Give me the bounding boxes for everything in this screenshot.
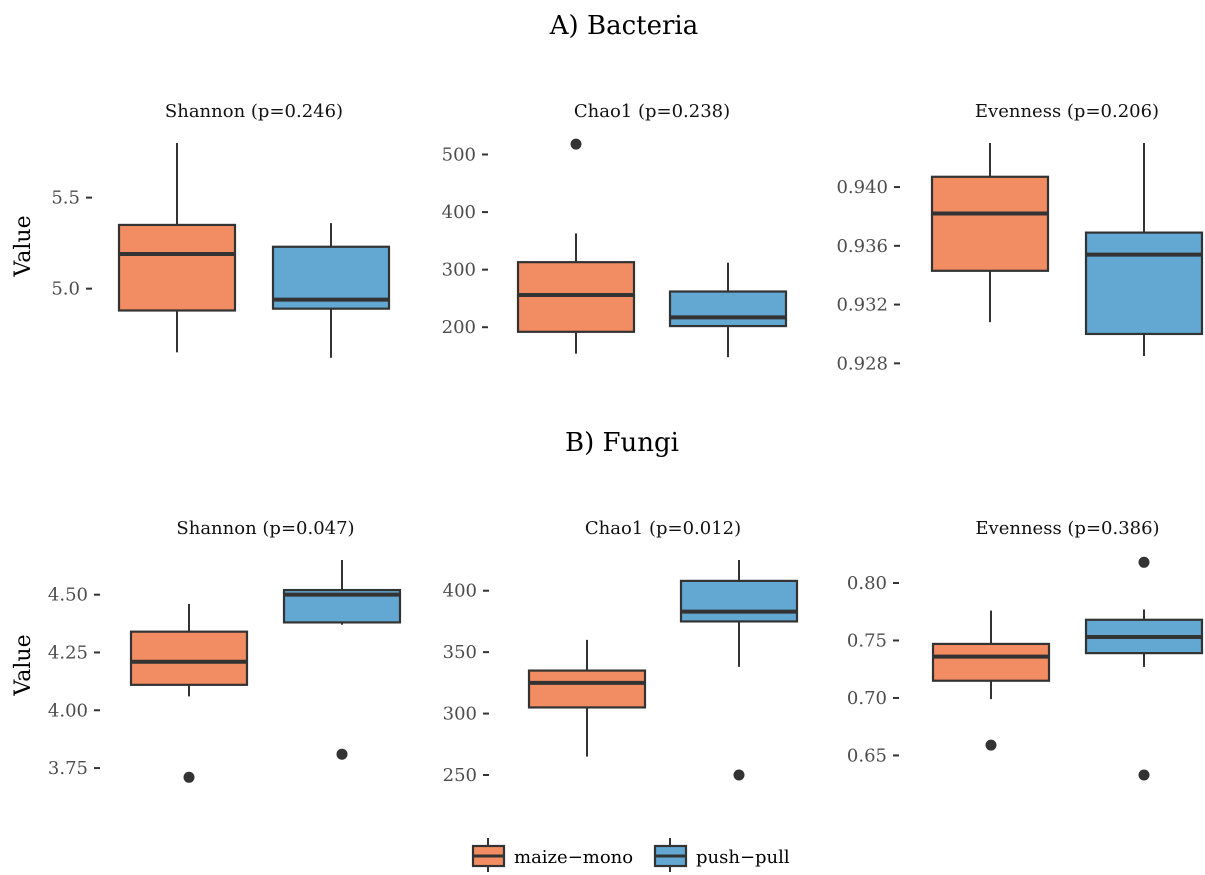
box-maize-mono (516, 138, 636, 354)
outlier-point (985, 739, 997, 751)
y-tick-label: 5.0 (51, 279, 80, 300)
panel-title: Chao1 (p=0.238) (574, 101, 730, 122)
box-push-pull (282, 560, 402, 760)
y-tick-label: 0.65 (847, 745, 887, 766)
box-iqr (931, 642, 1051, 682)
panel-0-1: Chao1 (p=0.238) 200 300 400 500 (442, 101, 788, 358)
box-maize-mono (931, 610, 1051, 751)
y-tick-label: 350 (443, 642, 477, 663)
y-tick-label: 300 (443, 704, 477, 725)
y-tick-label: 5.5 (51, 188, 80, 209)
panel-1-0: Shannon (p=0.047) 3.75 4.00 4.25 4.50 (48, 518, 402, 783)
y-tick-label: 4.25 (48, 642, 88, 663)
box-maize-mono (930, 143, 1050, 323)
panels: Shannon (p=0.246) 5.0 5.5 Chao1 (p=0.238) 20… (48, 101, 1204, 786)
section-title-fungi: B) Fungi (565, 428, 679, 458)
box-push-pull (271, 223, 391, 358)
outlier-point (1138, 769, 1150, 781)
box-maize-mono (527, 639, 647, 757)
box-push-pull (1084, 143, 1204, 356)
y-tick-label: 3.75 (48, 758, 88, 779)
y-tick-label: 400 (443, 581, 477, 602)
box-maize-mono (129, 603, 249, 783)
box-maize-mono (117, 143, 237, 353)
outlier-point (183, 771, 195, 783)
box-iqr (668, 290, 788, 328)
legend-label-maize-mono: maize−mono (514, 847, 633, 868)
outlier-point (570, 138, 582, 150)
y-tick-label: 250 (443, 765, 477, 786)
panel-title: Chao1 (p=0.012) (585, 518, 741, 539)
y-tick-label: 0.936 (836, 236, 888, 257)
y-tick-label: 0.75 (847, 630, 887, 651)
panel-title: Shannon (p=0.047) (176, 518, 354, 539)
y-tick-label: 300 (442, 260, 476, 281)
y-tick-label: 0.928 (836, 353, 888, 374)
box-iqr (1084, 231, 1204, 336)
box-iqr (679, 579, 799, 623)
outlier-point (336, 748, 348, 760)
y-tick-label: 400 (442, 202, 476, 223)
ylabel-fungi: Value (11, 634, 36, 696)
box-iqr (930, 175, 1050, 272)
panel-title: Evenness (p=0.386) (975, 518, 1159, 539)
panel-title: Evenness (p=0.206) (975, 101, 1159, 122)
box-iqr (516, 261, 636, 333)
panel-1-1: Chao1 (p=0.012) 250 300 350 400 (443, 518, 799, 786)
legend-label-push-pull: push−pull (696, 847, 790, 868)
y-tick-label: 0.932 (836, 295, 888, 316)
panel-title: Shannon (p=0.246) (165, 101, 343, 122)
y-tick-label: 500 (442, 145, 476, 166)
y-tick-label: 0.70 (847, 688, 887, 709)
ylabel-bacteria: Value (11, 215, 36, 277)
panel-1-2: Evenness (p=0.386) 0.65 0.70 0.75 0.80 (847, 518, 1204, 781)
section-title-bacteria: A) Bacteria (549, 11, 698, 41)
box-iqr (117, 223, 237, 312)
panel-0-2: Evenness (p=0.206) 0.928 0.932 0.936 0.940 (836, 101, 1204, 374)
outlier-point (733, 769, 745, 781)
y-tick-label: 0.940 (836, 177, 888, 198)
outlier-point (1138, 556, 1150, 568)
y-tick-label: 200 (442, 317, 476, 338)
legend: maize−mono push−pull (471, 838, 790, 872)
box-iqr (129, 630, 249, 686)
panel-0-0: Shannon (p=0.246) 5.0 5.5 (51, 101, 391, 358)
y-tick-label: 0.80 (847, 573, 887, 594)
box-push-pull (1084, 556, 1204, 781)
y-tick-label: 4.50 (48, 585, 88, 606)
box-iqr (527, 669, 647, 709)
box-push-pull (668, 262, 788, 358)
y-tick-label: 4.00 (48, 700, 88, 721)
box-push-pull (679, 560, 799, 781)
